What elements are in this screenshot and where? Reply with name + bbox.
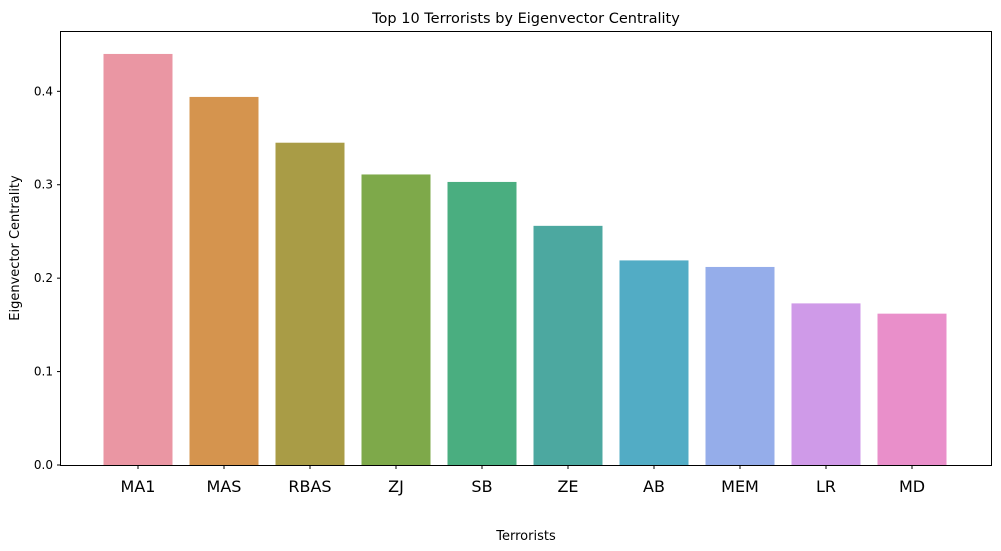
- y-tick-label: 0.4: [34, 84, 53, 98]
- bar-ze: [533, 225, 603, 465]
- bar-md: [877, 313, 947, 465]
- x-tick-label: MEM: [721, 477, 759, 496]
- x-tick-label: AB: [643, 477, 665, 496]
- y-tick-label: 0.0: [34, 458, 53, 472]
- x-axis-ticks: MA1 MAS RBAS ZJ SB ZE AB MEM LR MD: [121, 465, 925, 496]
- y-axis-label: Eigenvector Centrality: [8, 175, 23, 321]
- bar-lr: [791, 303, 861, 465]
- y-axis-ticks: 0.0 0.1 0.2 0.3 0.4: [34, 84, 61, 472]
- bar-mem: [705, 266, 775, 465]
- x-tick-label: MA1: [121, 477, 156, 496]
- bar-zj: [361, 174, 431, 465]
- y-tick-label: 0.2: [34, 271, 53, 285]
- bar-rbas: [275, 142, 345, 465]
- x-tick-label: MAS: [207, 477, 242, 496]
- x-axis-label: Terrorists: [495, 529, 556, 544]
- x-tick-label: ZE: [557, 477, 578, 496]
- x-tick-label: MD: [899, 477, 925, 496]
- plot-frame: [60, 31, 992, 466]
- y-tick-label: 0.3: [34, 178, 53, 192]
- y-tick-label: 0.1: [34, 365, 53, 379]
- bar-sb: [447, 181, 517, 465]
- bar-ma1: [103, 53, 173, 465]
- bars-group: [103, 53, 947, 466]
- chart-title: Top 10 Terrorists by Eigenvector Central…: [371, 11, 680, 27]
- x-tick-label: ZJ: [388, 477, 404, 496]
- x-tick-label: LR: [816, 477, 836, 496]
- x-tick-label: SB: [471, 477, 492, 496]
- x-tick-label: RBAS: [288, 477, 331, 496]
- bar-ab: [619, 260, 689, 465]
- bar-mas: [189, 96, 259, 466]
